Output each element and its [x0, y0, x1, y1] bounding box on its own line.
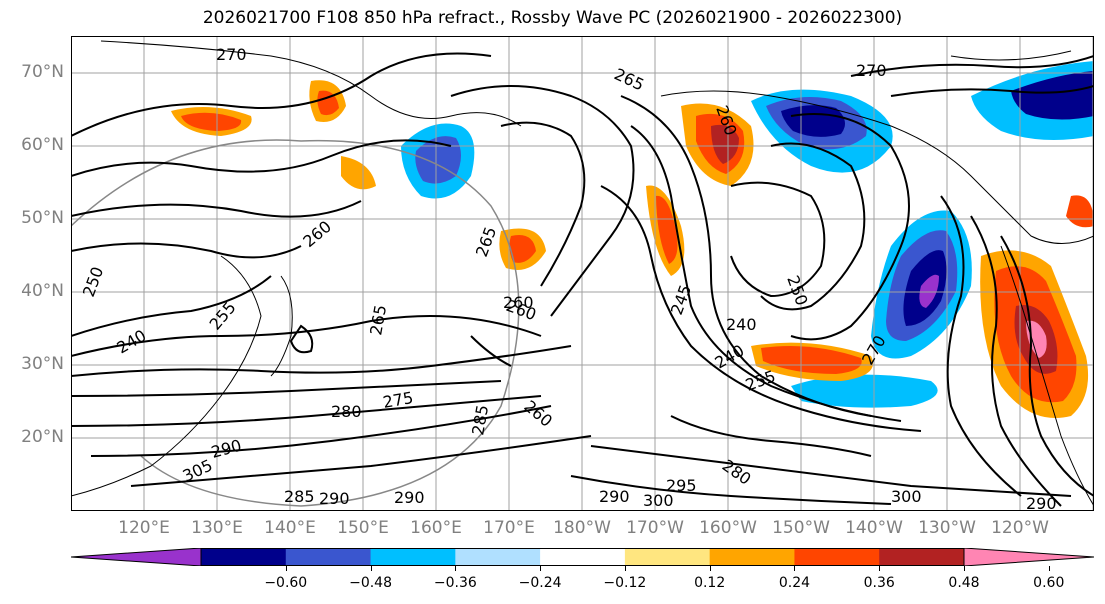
colorbar-tick-label: 0.12	[694, 575, 726, 591]
colorbar-segment	[455, 548, 541, 566]
contour-label: 300	[643, 491, 674, 510]
lat-label-60: 60°N	[21, 135, 64, 155]
colorbar-segment	[709, 548, 795, 566]
map-svg: 270 265 260 270 260 265 260 245 250 240 …	[71, 36, 1094, 511]
colorbar-tick-mark	[285, 566, 287, 571]
lat-label-50: 50°N	[21, 208, 64, 228]
colorbar-svg	[71, 548, 1094, 566]
colorbar-tick-mark	[879, 566, 881, 571]
lon-label: 150°E	[337, 518, 389, 538]
colorbar-segment	[624, 548, 711, 566]
colorbar-tick-mark	[624, 566, 626, 571]
lon-label: 170°W	[626, 518, 684, 538]
colorbar-segment	[794, 548, 880, 566]
contour-label: 290	[599, 487, 630, 506]
lon-label: 140°W	[845, 518, 903, 538]
colorbar-tick-mark	[370, 566, 372, 571]
colorbar-tick-label: −0.24	[518, 575, 562, 591]
colorbar-tick-mark	[964, 566, 965, 571]
lat-label-20: 20°N	[21, 427, 64, 447]
colorbar-tick-label: 0.60	[1033, 575, 1065, 591]
contour-label: 295	[666, 476, 697, 495]
colorbar-segment	[540, 548, 626, 566]
contour-label: 285	[284, 487, 315, 506]
contour-label: 290	[319, 489, 350, 508]
colorbar-segment	[285, 548, 372, 566]
colorbar-segment	[201, 548, 287, 566]
contour-label: 280	[331, 402, 362, 421]
lon-label: 130°E	[191, 518, 243, 538]
colorbar-extension-low	[71, 548, 202, 566]
contour-label: 270	[216, 45, 247, 64]
contour-label: 290	[394, 488, 425, 507]
lon-label: 130°W	[918, 518, 976, 538]
contour-label: 270	[856, 61, 887, 80]
lon-label: 160°W	[699, 518, 757, 538]
lon-label: 120°E	[118, 518, 170, 538]
lat-label-40: 40°N	[21, 281, 64, 301]
colorbar-tick-mark	[1048, 566, 1050, 571]
lat-label-70: 70°N	[21, 62, 64, 82]
colorbar-tick-label: 0.36	[863, 575, 895, 591]
colorbar-border	[200, 548, 965, 566]
colorbar-tick-label: −0.36	[433, 575, 477, 591]
colorbar-tick-label: −0.48	[349, 575, 392, 591]
map-border	[71, 36, 1094, 511]
colorbar-tick-mark	[794, 566, 796, 571]
lon-label: 160°E	[410, 518, 462, 538]
lon-label: 120°W	[991, 518, 1049, 538]
contour-label: 240	[726, 315, 757, 334]
colorbar-tick-label: −0.60	[264, 575, 308, 591]
map-title: 2026021700 F108 850 hPa refract., Rossby…	[202, 8, 903, 28]
contours	[71, 52, 1094, 507]
colorbar-tick-mark	[455, 566, 457, 571]
colorbar-extension-high	[963, 548, 1094, 566]
colorbar	[71, 548, 1094, 566]
colorbar-tick-label: −0.12	[603, 575, 647, 591]
contour-label: 300	[891, 487, 922, 506]
reference-circle	[71, 139, 520, 507]
contour-label: 290	[1026, 494, 1057, 511]
lat-label-30: 30°N	[21, 354, 64, 374]
colorbar-segment	[879, 548, 965, 566]
colorbar-tick-mark	[540, 566, 542, 571]
colorbar-segment	[370, 548, 456, 566]
lon-label: 180°W	[553, 518, 611, 538]
colorbar-tick-mark	[709, 566, 711, 571]
lon-label: 140°E	[264, 518, 316, 538]
contour-label: 260	[503, 293, 534, 312]
colorbar-tick-label: 0.48	[948, 575, 980, 591]
map-plot-area: 270 265 260 270 260 265 260 245 250 240 …	[71, 36, 1094, 511]
colorbar-tick-label: 0.24	[778, 575, 811, 591]
lon-label: 170°E	[483, 518, 535, 538]
lon-label: 150°W	[772, 518, 830, 538]
